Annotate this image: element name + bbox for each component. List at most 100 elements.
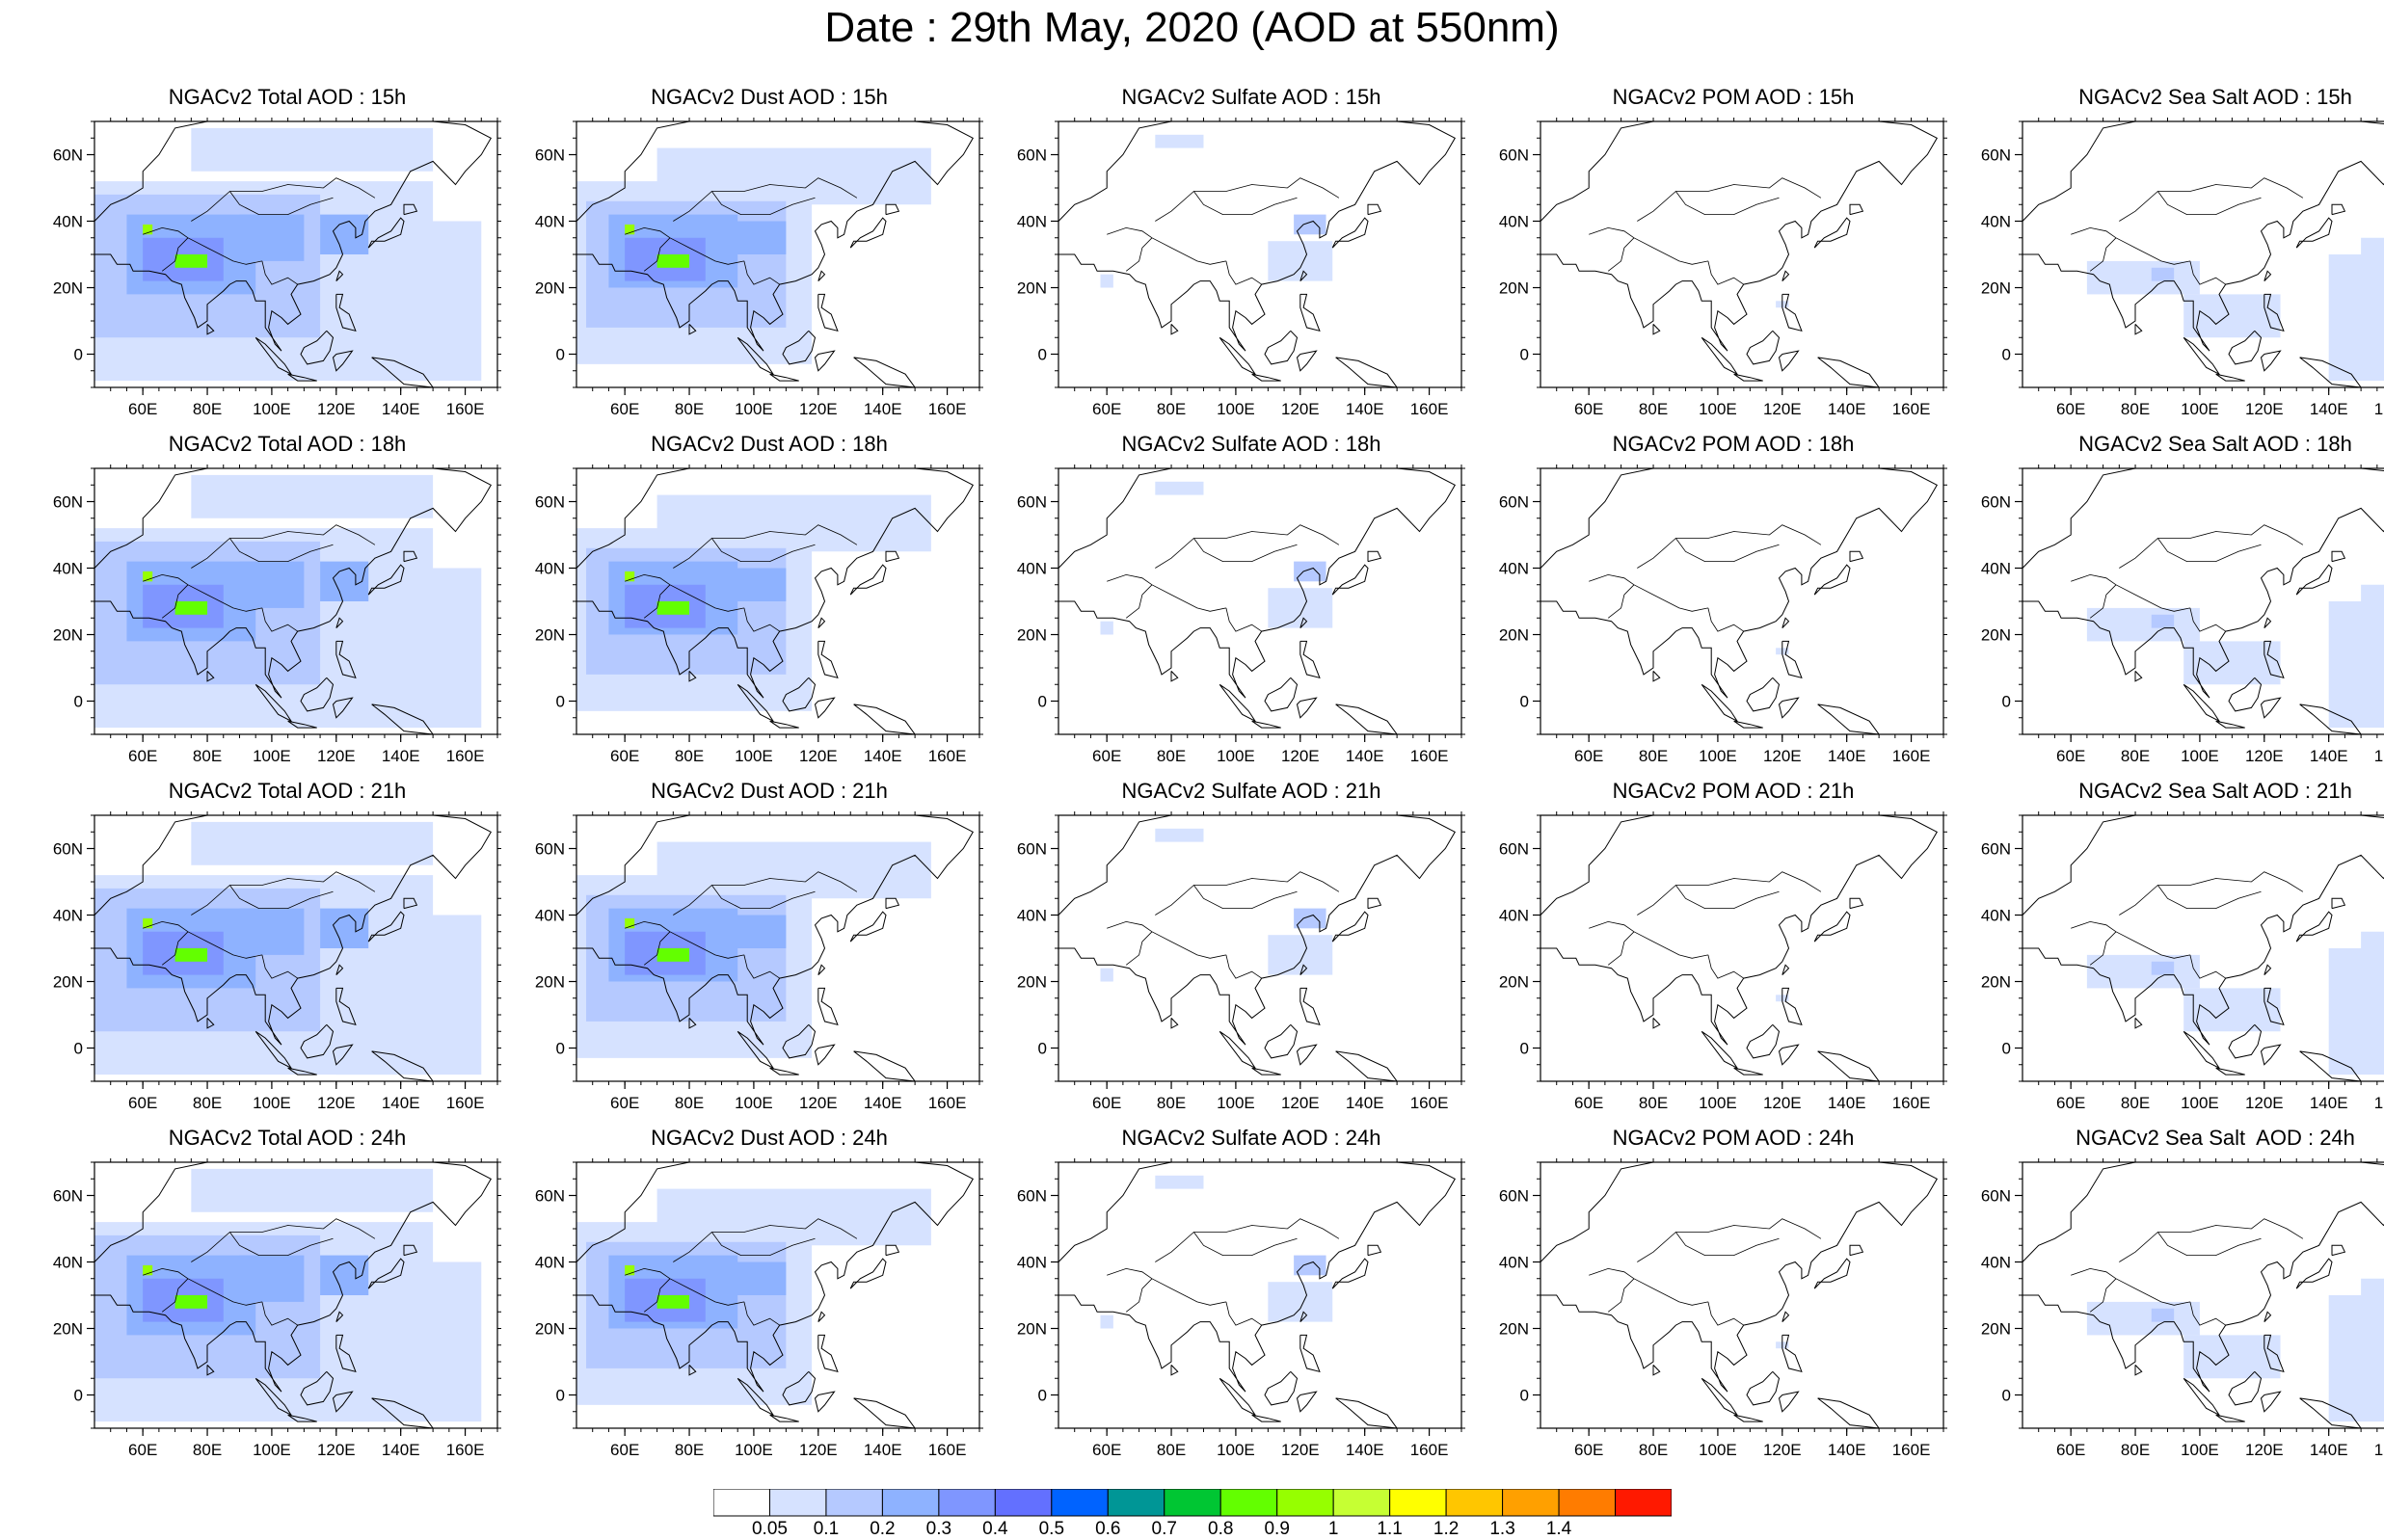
colorbar-swatch [1219,1488,1278,1517]
island-outline [782,1023,817,1059]
island-outline [1170,1018,1179,1029]
country-border [261,1301,298,1326]
island-outline [1817,1397,1880,1428]
lon-tick-label: 140E [864,747,902,765]
country-border [1675,538,1780,563]
lat-tick-label: 40N [1017,213,1047,231]
lon-tick-label: 100E [1217,1441,1255,1459]
island-outline [817,270,826,281]
lon-tick-label: 120E [799,1094,838,1112]
country-border [1225,1301,1262,1326]
aod-field-cell [625,1264,635,1276]
country-border [673,524,858,569]
lon-tick-label: 60E [2056,400,2085,418]
aod-field-cell [1100,1314,1113,1329]
island-outline [782,677,817,712]
lon-tick-label: 120E [1281,747,1320,765]
country-border [1637,871,1822,916]
island-outline [2228,677,2263,712]
country-border [2119,177,2304,222]
map-canvas: 60E 80E 100E 120E 140E 160E 60N 40N 20N 0 [1981,811,2384,1112]
country-border [1607,1278,1635,1313]
aod-field-cell [174,601,208,615]
country-border [1225,607,1262,632]
aod-field-cell [1294,908,1326,929]
lat-tick-label: 40N [1981,213,2011,231]
lat-tick-label: 0 [2002,1387,2011,1405]
aod-field-cell [1268,1282,1333,1322]
island-outline [688,1018,697,1029]
panel-title: NGACv2 Total AOD : 18h [168,432,407,456]
island-outline [853,704,916,734]
island-outline [1296,1391,1318,1413]
map-panel-seasalt-24h: NGACv2 Sea Salt AOD : 24h 60E 80E 100E 120E 1… [1974,1126,2384,1473]
coastline [94,1162,492,1393]
country-border [1125,1278,1153,1313]
coastline [94,815,492,1046]
island-outline [300,330,335,365]
country-border [1155,871,1340,916]
island-outline [335,1311,344,1322]
map-canvas: 60E 80E 100E 120E 140E 160E 60N 40N 20N 0 [1499,811,1947,1112]
country-border [161,1278,189,1313]
country-border [643,584,671,619]
island-outline [1251,373,1281,382]
island-outline [287,1067,317,1075]
island-outline [817,293,839,332]
lon-tick-label: 140E [1828,400,1866,418]
lat-tick-label: 60N [1499,1187,1529,1206]
country-border [743,260,780,285]
island-outline [332,1044,354,1066]
lon-tick-label: 100E [735,400,773,418]
lon-tick-label: 160E [1892,1441,1931,1459]
panel-title: NGACv2 Total AOD : 24h [168,1126,407,1150]
aod-field-cell [174,254,208,268]
colorbar-swatch [1276,1488,1334,1517]
island-outline [2295,911,2333,943]
country-border [2189,954,2226,979]
lon-tick-label: 60E [1092,747,1121,765]
island-outline [885,203,900,216]
lon-tick-label: 60E [2056,1094,2085,1112]
aod-field-cell [1268,935,1333,975]
country-border [2119,1218,2304,1262]
island-outline [1331,564,1369,596]
island-outline [1219,1377,1257,1417]
island-outline [853,1397,916,1428]
map-canvas: 60E 80E 100E 120E 140E 160E 60N 40N 20N 0 [53,811,501,1112]
country-border [1107,573,1153,586]
country-border [2115,237,2190,265]
aod-field-cell [239,1255,305,1302]
country-border [625,226,671,239]
country-border [625,920,671,933]
island-outline [300,1370,335,1406]
lon-tick-label: 140E [382,1441,420,1459]
island-outline [1299,617,1308,628]
country-border [1193,1232,1298,1257]
lon-tick-label: 140E [2310,1441,2348,1459]
country-border [711,1232,816,1257]
colorbar-swatch [1051,1488,1109,1517]
lon-tick-label: 80E [193,400,222,418]
lon-tick-label: 60E [1092,400,1121,418]
lat-tick-label: 0 [556,1040,565,1058]
island-outline [2183,683,2221,723]
country-border [743,1301,780,1326]
island-outline [254,1377,293,1417]
map-canvas: 60E 80E 100E 120E 140E 160E 60N 40N 20N 0 [1981,465,2384,765]
island-outline [335,640,357,679]
lon-tick-label: 60E [1574,747,1603,765]
lon-tick-label: 80E [193,1094,222,1112]
lat-tick-label: 40N [1017,907,1047,925]
island-outline [254,1030,293,1070]
country-border [1637,524,1822,569]
map-canvas: 60E 80E 100E 120E 140E 160E 60N 40N 20N 0 [53,465,501,765]
aod-field-cell [191,474,434,518]
island-outline [1849,550,1864,563]
country-border [711,885,816,910]
lon-tick-label: 100E [2181,747,2219,765]
country-border [191,177,376,222]
aod-field-cell [656,1188,931,1246]
lon-tick-label: 100E [1699,1441,1737,1459]
panel-title: NGACv2 Sea Salt AOD : 24h [2076,1126,2355,1150]
